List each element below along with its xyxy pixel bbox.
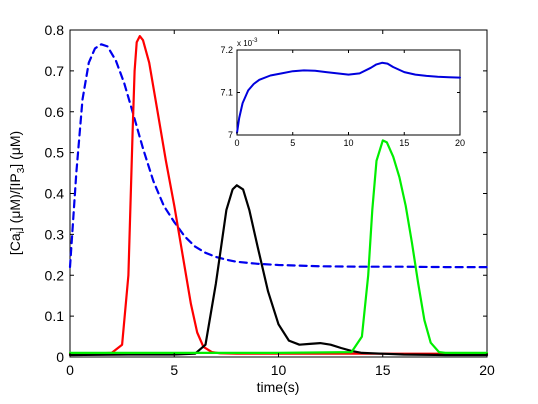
y-axis-label-subscript-3: 3 — [16, 167, 27, 173]
main-series-line-1 — [68, 43, 489, 269]
inset-x-tick-label: 10 — [343, 138, 353, 148]
inset-plot-area — [236, 49, 461, 136]
inset-y-tick-label: 7 — [228, 130, 233, 140]
main-x-tick-label: 15 — [375, 362, 391, 378]
y-axis-label-mu-2: μ — [7, 147, 23, 155]
y-axis-label-part-3: ] ( — [7, 218, 23, 231]
main-y-tick-label: 0.7 — [45, 63, 65, 79]
main-x-ticks: 0 5 10 15 20 — [66, 30, 495, 378]
inset-x-tick-label: 15 — [399, 138, 409, 148]
inset-x-ticks: 0 5 10 15 20 — [234, 50, 465, 148]
main-series-line-4 — [68, 139, 489, 354]
y-axis-label-part-7: ] ( — [7, 155, 23, 168]
x-axis-label: time(s) — [257, 379, 300, 395]
main-y-tick-label: 0.4 — [45, 186, 65, 202]
inset-y-multiplier-base: x 10 — [237, 39, 253, 48]
inset-x-tick-label: 0 — [234, 138, 239, 148]
main-y-tick-label: 0.8 — [45, 22, 65, 38]
y-axis-label-part-9: M) — [7, 131, 23, 147]
inset-series-group — [236, 61, 461, 134]
inset-y-multiplier-exponent: -3 — [252, 38, 258, 44]
y-axis-label-subscript-i: i — [16, 231, 27, 233]
main-series-line-3 — [68, 184, 489, 357]
y-axis-label-part-5: M)/[IP — [7, 173, 23, 210]
main-y-tick-label: 0.1 — [45, 308, 65, 324]
inset-y-tick-label: 7.2 — [220, 45, 233, 55]
inset-y-ticks: 7 7.1 7.2 — [220, 45, 460, 140]
inset-y-multiplier: x 10-3 — [237, 38, 258, 48]
y-axis-label-part-1: [Ca — [7, 233, 23, 255]
inset-series-line-1 — [236, 61, 461, 134]
inset-x-tick-label: 5 — [290, 138, 295, 148]
main-x-tick-label: 20 — [479, 362, 495, 378]
inset-plot: 0 5 10 15 20 7 7.1 7.2 x 10-3 — [220, 38, 465, 148]
main-y-tick-label: 0.6 — [45, 104, 65, 120]
main-x-tick-label: 10 — [271, 362, 287, 378]
main-y-tick-label: 0.5 — [45, 145, 65, 161]
y-axis-label-mu-1: μ — [7, 211, 23, 219]
main-y-tick-label: 0 — [56, 349, 64, 365]
main-y-tick-label: 0.3 — [45, 226, 65, 242]
inset-x-tick-label: 20 — [455, 138, 465, 148]
main-x-tick-label: 0 — [66, 362, 74, 378]
main-series-group — [68, 34, 489, 357]
y-axis-label: [Cai] (μM)/[IP3] (μM) — [7, 131, 27, 255]
main-y-tick-label: 0.2 — [45, 267, 65, 283]
main-x-tick-label: 5 — [170, 362, 178, 378]
inset-y-tick-label: 7.1 — [220, 88, 233, 98]
main-y-ticks: 0 0.1 0.2 0.3 0.4 0.5 0.6 0.7 0.8 — [45, 22, 487, 365]
